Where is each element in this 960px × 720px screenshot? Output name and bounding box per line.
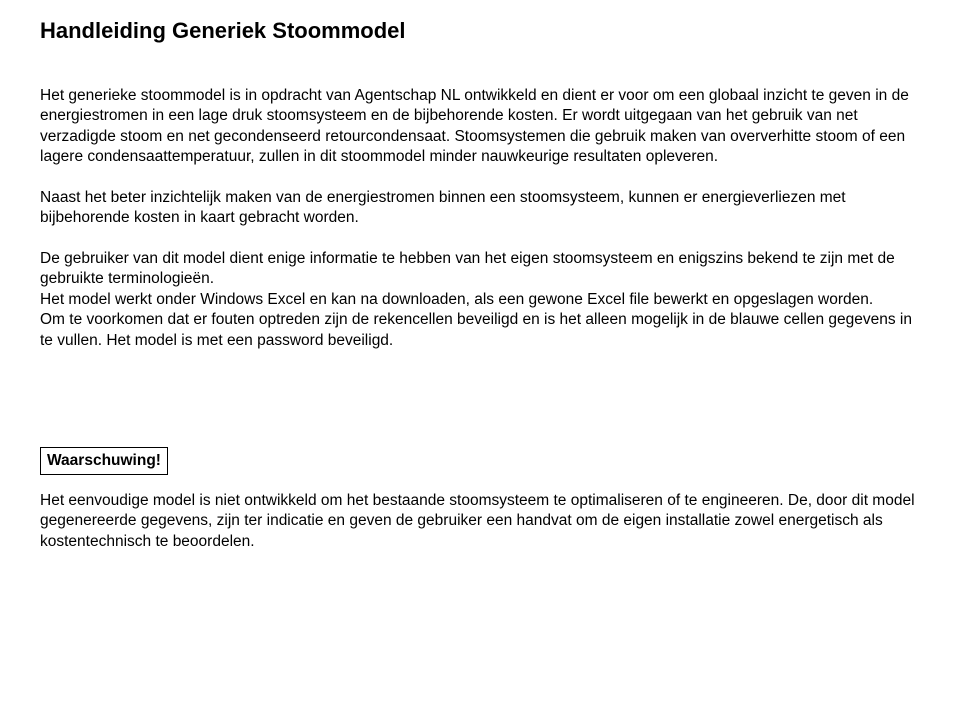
page-title: Handleiding Generiek Stoommodel — [40, 18, 920, 44]
document-page: Handleiding Generiek Stoommodel Het gene… — [0, 0, 960, 592]
usage-paragraph-2: Het model werkt onder Windows Excel en k… — [40, 290, 920, 310]
benefits-paragraph: Naast het beter inzichtelijk maken van d… — [40, 188, 920, 229]
warning-body: Het eenvoudige model is niet ontwikkeld … — [40, 491, 920, 552]
intro-paragraph: Het generieke stoommodel is in opdracht … — [40, 86, 920, 168]
usage-paragraph-1: De gebruiker van dit model dient enige i… — [40, 249, 920, 290]
usage-paragraph-3: Om te voorkomen dat er fouten optreden z… — [40, 310, 920, 351]
warning-title-box: Waarschuwing! — [40, 447, 168, 475]
